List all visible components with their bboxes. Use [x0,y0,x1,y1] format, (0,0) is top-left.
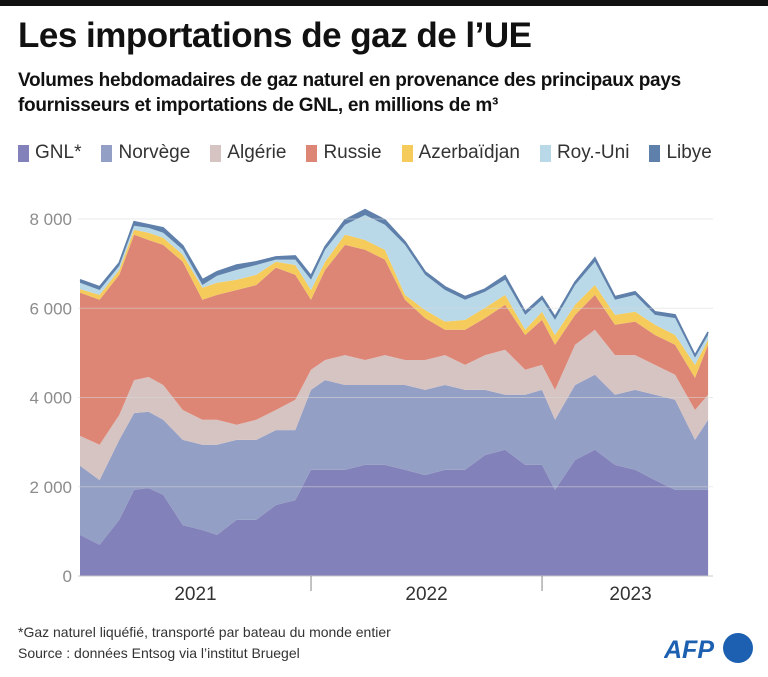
legend-item-algerie: Algérie [210,142,286,164]
chart-title: Les importations de gaz de l’UE [18,16,532,55]
afp-logo: AFP [664,633,753,664]
area-azerba-djan [80,229,709,378]
area-alg-rie [80,329,709,481]
legend-label: Libye [666,142,712,163]
legend: GNL* Norvège Algérie Russie Azerbaïdjan … [18,140,712,166]
footnote: *Gaz naturel liquéfié, transporté par ba… [18,622,391,664]
total-outline [79,208,709,357]
legend-item-norvege: Norvège [101,142,190,164]
x-tick-label: 2023 [609,584,651,605]
legend-item-azerbaidjan: Azerbaïdjan [401,142,520,164]
legend-swatch [649,144,661,162]
y-tick-label: 0 [63,567,72,586]
top-rule [0,0,768,6]
legend-item-libye: Libye [649,142,712,164]
area-roy-uni [80,215,709,365]
x-tick-label: 2022 [405,584,447,605]
legend-item-russie: Russie [306,142,382,164]
source-credit: Source : données Entsog via l’institut B… [18,645,300,661]
footnote-gnl-definition: *Gaz naturel liquéfié, transporté par ba… [18,624,391,640]
gridlines [78,218,713,577]
legend-label: Algérie [227,142,287,163]
legend-swatch [306,144,318,162]
stacked-area-chart: 0 2 000 4 000 6 000 8 000 2021 2022 2023 [29,208,713,605]
y-tick-label: 8 000 [29,210,72,229]
area-russie [80,234,709,445]
area-libye [80,209,709,358]
legend-item-roy-uni: Roy.-Uni [539,142,630,164]
area-layers [79,208,709,576]
legend-swatch [18,144,29,162]
x-axis: 2021 2022 2023 [174,576,652,605]
area-gnl [80,449,709,576]
y-tick-label: 6 000 [29,299,72,318]
y-axis-ticks: 0 2 000 4 000 6 000 8 000 [29,210,72,586]
legend-swatch [539,144,551,162]
legend-swatch [401,144,413,162]
legend-label: Norvège [118,142,191,163]
legend-label: Russie [323,142,382,163]
afp-logo-text: AFP [664,636,714,664]
legend-swatch [210,144,222,162]
legend-item-gnl: GNL* [18,142,81,164]
legend-label: GNL* [35,142,82,163]
area-norv-ge [80,374,709,545]
y-tick-label: 4 000 [29,389,72,408]
legend-label: Azerbaïdjan [418,142,520,163]
chart-subtitle: Volumes hebdomadaires de gaz naturel en … [18,70,681,116]
afp-logo-dot [723,633,753,663]
legend-label: Roy.-Uni [556,142,630,163]
x-tick-label: 2021 [174,584,216,605]
y-tick-label: 2 000 [29,478,72,497]
legend-swatch [101,144,113,162]
